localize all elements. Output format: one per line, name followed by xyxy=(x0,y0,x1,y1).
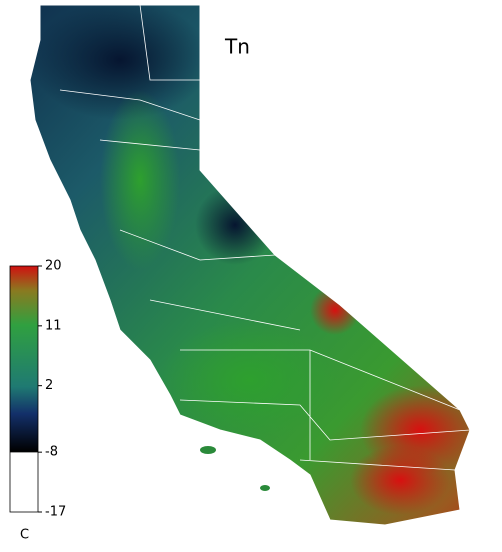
colorbar-tick-label: -8 xyxy=(45,445,58,460)
island xyxy=(200,446,216,454)
colorbar-tick-label: 11 xyxy=(45,318,62,333)
state-outline xyxy=(29,4,471,526)
colorbar-tick-label: 20 xyxy=(45,259,62,274)
colorbar-tick-label: 2 xyxy=(45,378,53,393)
colorbar-tick-label: -17 xyxy=(45,505,66,520)
map-title: Tn xyxy=(224,35,250,59)
colorbar xyxy=(9,265,39,513)
island xyxy=(260,485,270,491)
colorbar-unit: C xyxy=(20,528,29,543)
